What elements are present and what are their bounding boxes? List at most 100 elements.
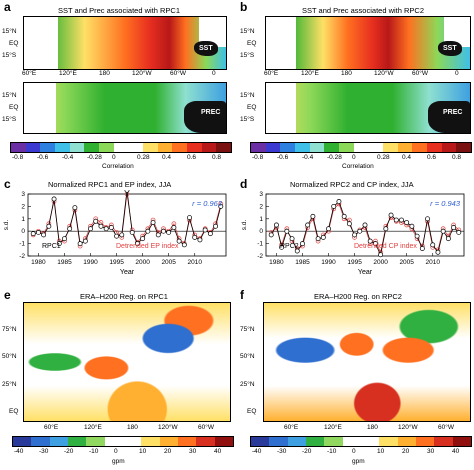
point-rpc (336, 198, 342, 204)
point-rpc (56, 241, 62, 247)
lat-tick: 50°N (2, 353, 17, 360)
legend-detrended: Detrended EP index (116, 243, 179, 250)
y-tick-label: -2 (19, 253, 25, 260)
point-rpc (67, 226, 73, 232)
x-tick-label: 1980 (269, 259, 284, 266)
point-rpc (41, 232, 47, 238)
lat-tick: 50°N (240, 353, 255, 360)
point-rpc (294, 248, 300, 254)
point-rpc (82, 238, 88, 244)
colorbar-swatch (11, 143, 26, 152)
point-rpc (51, 196, 57, 202)
x-tick-label: 2010 (426, 259, 441, 266)
colorbar-label: gpm (352, 458, 365, 465)
lat-tick: EQ (9, 408, 19, 415)
lon-tick: 60°W (438, 424, 454, 431)
point-rpc (326, 226, 331, 232)
panel-title-d: Normalized RPC2 and CP index, JJA (290, 180, 414, 189)
point-rpc (108, 225, 114, 230)
point-rpc (362, 222, 368, 228)
point-rpc (435, 249, 441, 255)
point-rpc (129, 229, 135, 235)
colorbar-tick-label: 20 (164, 448, 172, 455)
colorbar-tick-label: -20 (64, 448, 74, 455)
point-rpc (414, 233, 420, 239)
point-rpc (430, 242, 436, 248)
point-rpc (171, 225, 177, 230)
point-rpc (284, 228, 290, 234)
lat-tick: 15°S (240, 116, 255, 123)
colorbar-swatch (368, 143, 384, 152)
point-rpc (134, 241, 140, 247)
lon-tick: 0 (212, 70, 216, 77)
lat-tick: EQ (247, 104, 257, 111)
colorbar-swatch (415, 437, 435, 446)
colorbar-swatch (295, 143, 310, 152)
point-rpc (145, 228, 151, 234)
colorbar-label: Correlation (342, 163, 374, 170)
colorbar-swatch (280, 143, 296, 152)
correlation-label: r = 0.943 (430, 199, 461, 208)
point-rpc (352, 232, 358, 238)
lat-tick: 25°N (2, 381, 17, 388)
colorbar-tick-label: -0.6 (277, 154, 289, 161)
point-rpc (440, 228, 446, 234)
colorbar-swatch (128, 143, 144, 152)
lat-tick: EQ (9, 104, 19, 111)
point-rpc (357, 228, 363, 234)
point-rpc (425, 216, 430, 222)
colorbar-tick-label: -0.4 (302, 154, 314, 161)
panel-label-c: c (4, 177, 11, 191)
point-rpc (62, 236, 67, 242)
colorbar-swatch (324, 143, 340, 152)
legend-detrended: Detrended CP index (354, 243, 417, 250)
sst-tag: SST (194, 41, 218, 56)
lon-tick: 0 (455, 70, 459, 77)
series-line-detrended (270, 203, 460, 254)
lat-tick: 75°N (240, 326, 255, 333)
point-rpc (150, 220, 156, 225)
colorbar-tick-label: 0.6 (427, 154, 437, 161)
panel-title-c: Normalized RPC1 and EP index, JJA (48, 180, 172, 189)
series-line-detrended (33, 193, 222, 248)
sst-map-a: SST (23, 16, 227, 70)
colorbar-swatch (441, 143, 457, 152)
land-mask (266, 83, 296, 133)
colorbar-tick-label: -0.4 (62, 154, 74, 161)
colorbar-tick-label: 0.8 (212, 154, 222, 161)
lon-tick: 120°W (132, 70, 152, 77)
lon-tick: 120°W (158, 424, 178, 431)
panel-label-e: e (4, 288, 11, 302)
colorbar-ticks: -0.8 -0.6 -0.4 -0.28 0 0.28 0.4 0.6 0.8 (250, 154, 470, 163)
colorbar-swatch (412, 143, 428, 152)
colorbar-swatch (353, 143, 369, 152)
point-rpc (187, 215, 192, 221)
colorbar-swatch (324, 437, 343, 446)
y-tick-label: 3 (21, 191, 25, 198)
colorbar-ticks: -0.8 -0.6 -0.4 -0.28 0 0.28 0.4 0.6 0.8 (10, 154, 230, 163)
lat-tick: 15°N (240, 92, 255, 99)
point-rpc (372, 241, 378, 247)
y-tick-label: 3 (259, 191, 263, 198)
point-rpc (289, 236, 295, 242)
h200-map-f (263, 302, 471, 422)
point-rpc (77, 241, 83, 247)
lat-tick: 15°S (2, 116, 17, 123)
point-rpc (419, 246, 425, 252)
colorbar-tick-label: -40 (14, 448, 24, 455)
point-rpc (72, 205, 78, 211)
lon-tick: 120°E (59, 70, 77, 77)
point-rpc (268, 232, 274, 238)
colorbar-tick-label: -30 (39, 448, 49, 455)
colorbar-swatch (25, 143, 41, 152)
point-rpc (393, 217, 399, 223)
point-rpc (378, 252, 384, 258)
colorbar-ticks: -40 -30 -20 -10 0 10 20 30 40 (12, 448, 232, 457)
colorbar-tick-label: -0.8 (252, 154, 264, 161)
x-tick-label: 2000 (135, 259, 150, 266)
point-rpc (119, 232, 125, 238)
colorbar-tick-label: 0 (352, 154, 356, 161)
chart-d: -2 -1 0 1 2 3 1980 1985 1990 1995 2000 2005 2010 s.d.… (241, 191, 465, 276)
point-rpc (320, 234, 326, 240)
colorbar-swatch (251, 143, 266, 152)
